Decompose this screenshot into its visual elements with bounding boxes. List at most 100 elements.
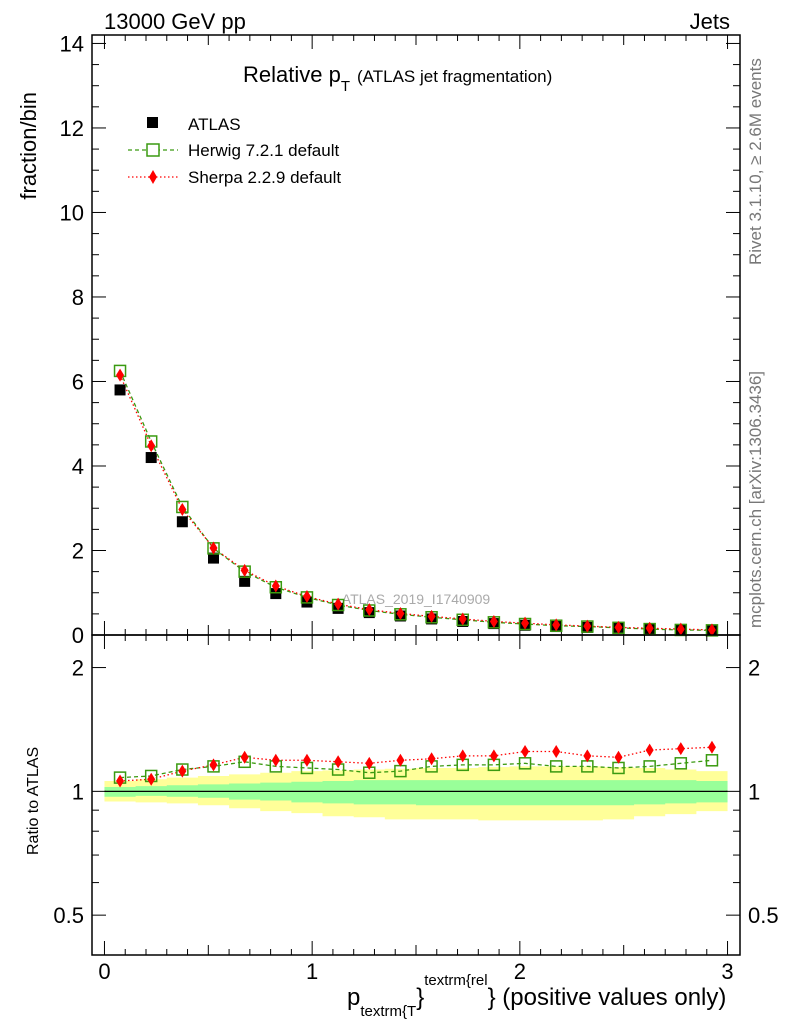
ratio-uncertainty-bands [104, 766, 728, 821]
ratio-sherpa-point [396, 753, 405, 767]
legend-label-atlas: ATLAS [188, 115, 241, 134]
ratio-sherpa-point [116, 774, 125, 788]
sherpa-point [302, 590, 311, 604]
x-tick-label: 0 [98, 959, 110, 984]
ratio-sherpa-point [178, 764, 187, 778]
sherpa-point [209, 541, 218, 555]
sherpa-point [458, 612, 467, 626]
ratio-sherpa-point [645, 743, 654, 757]
ratio-sherpa-point [302, 753, 311, 767]
ratio-herwig-point [549, 760, 563, 773]
legend: ATLAS Herwig 7.2.1 default Sherpa 2.2.9 … [128, 115, 341, 187]
legend-marker-sherpa [149, 170, 157, 184]
x-axis-label-p: p [347, 984, 360, 1011]
plot-title: Relative pT (ATLAS jet fragmentation) [243, 62, 552, 95]
x-tick-label: 3 [721, 959, 733, 984]
main-y-axis-label: fraction/bin [16, 92, 41, 200]
legend-label-sherpa: Sherpa 2.2.9 default [188, 168, 341, 187]
ratio-y-axis-label: Ratio to ATLAS [25, 747, 42, 855]
main-y-tick-label: 4 [72, 454, 84, 479]
ratio-sherpa-point [271, 753, 280, 767]
ratio-y-tick-label: 1 [72, 779, 84, 804]
ratio-sherpa-point [583, 749, 592, 763]
main-axis-ticks [92, 35, 740, 636]
atlas-point [145, 452, 157, 464]
sherpa-point [614, 620, 623, 634]
analysis-watermark: ATLAS_2019_I1740909 [342, 591, 491, 607]
ratio-series-layer [113, 740, 719, 788]
atlas-point [239, 575, 251, 587]
sherpa-point [178, 503, 187, 517]
sherpa-point [676, 622, 685, 636]
ratio-y-tick-labels: 0.5 1 2 [53, 656, 84, 929]
sherpa-point [489, 614, 498, 628]
main-panel: 0 2 4 6 8 10 12 14 fraction/bin Relative pT (ATL… [16, 31, 741, 648]
ratio-herwig-point [643, 760, 656, 773]
mcplots-label: mcplots.cern.ch [arXiv:1306.3436] [746, 371, 765, 628]
main-y-tick-label: 0 [72, 623, 84, 648]
sherpa-point [271, 579, 280, 593]
main-series-layer [113, 364, 719, 637]
ratio-herwig-point [705, 754, 719, 767]
x-axis-label-brace: } [416, 984, 424, 1011]
main-y-tick-label: 6 [72, 369, 84, 394]
ratio-y-tick-labels-right: 0.5 1 2 [748, 656, 779, 929]
ratio-sherpa-point [427, 752, 436, 766]
header-category-label: Jets [690, 9, 730, 34]
main-y-tick-label: 2 [72, 538, 84, 563]
main-y-tick-labels: 0 2 4 6 8 10 12 14 [60, 31, 84, 648]
ratio-axis-ticks [92, 635, 740, 956]
sherpa-point [396, 606, 405, 620]
main-y-tick-label: 10 [60, 200, 84, 225]
ratio-herwig-point [674, 757, 688, 770]
ratio-sherpa-point [365, 756, 374, 770]
ratio-herwig-point [581, 760, 594, 773]
ratio-band-inner [104, 780, 728, 806]
ratio-y-tick-label: 2 [72, 656, 84, 681]
atlas-point [176, 516, 188, 528]
x-tick-label: 1 [306, 959, 318, 984]
legend-item-atlas: ATLAS [147, 115, 241, 134]
ratio-sherpa-point [458, 749, 467, 763]
ratio-sherpa-point [552, 745, 561, 759]
sherpa-point [365, 603, 374, 617]
x-axis-label-rest: } (positive values only) [488, 984, 727, 1011]
ratio-sherpa-point [614, 750, 623, 764]
x-axis-label-subscript: textrm{T [360, 1003, 416, 1020]
rivet-version-label: Rivet 3.1.10, ≥ 2.6M events [746, 58, 765, 265]
ratio-sherpa-point [707, 740, 716, 754]
ratio-y-tick-label-right: 2 [748, 656, 760, 681]
atlas-point [114, 384, 126, 396]
ratio-herwig-point [612, 761, 625, 775]
ratio-sherpa-point [676, 742, 685, 756]
sherpa-point [427, 609, 436, 623]
plot-title-subscript: T [341, 78, 350, 95]
x-axis-label: ptextrm{T}textrm{rel} (positive values o… [347, 972, 726, 1020]
ratio-herwig-point [394, 764, 407, 778]
plot-title-extra: (ATLAS jet fragmentation) [357, 67, 552, 86]
sherpa-point [147, 439, 156, 453]
ratio-sherpa-point [209, 758, 218, 772]
ratio-y-tick-label-right: 1 [748, 779, 760, 804]
legend-marker-herwig [146, 143, 160, 157]
x-axis-label-superscript: textrm{rel [424, 972, 487, 989]
ratio-sherpa-point [521, 745, 530, 759]
ratio-sherpa-point [240, 750, 249, 764]
ratio-y-tick-label: 0.5 [53, 903, 84, 928]
sherpa-point [521, 616, 530, 630]
legend-item-herwig: Herwig 7.2.1 default [128, 141, 339, 160]
ratio-sherpa-point [147, 772, 156, 786]
atlas-point [208, 552, 219, 564]
main-y-tick-label: 8 [72, 285, 84, 310]
main-y-tick-label: 12 [60, 116, 84, 141]
sherpa-point [116, 368, 125, 382]
x-tick-labels: 0 1 2 3 [98, 959, 733, 984]
ratio-panel: 0.5 1 2 0.5 1 2 0 1 2 3 Ratio to ATLAS [25, 634, 779, 984]
sherpa-point [583, 619, 592, 633]
header-beam-label: 13000 GeV pp [104, 9, 246, 34]
atlas-point [270, 588, 282, 600]
ratio-y-tick-label-right: 0.5 [748, 903, 779, 928]
sherpa-point [334, 597, 343, 611]
sherpa-point [707, 623, 716, 637]
